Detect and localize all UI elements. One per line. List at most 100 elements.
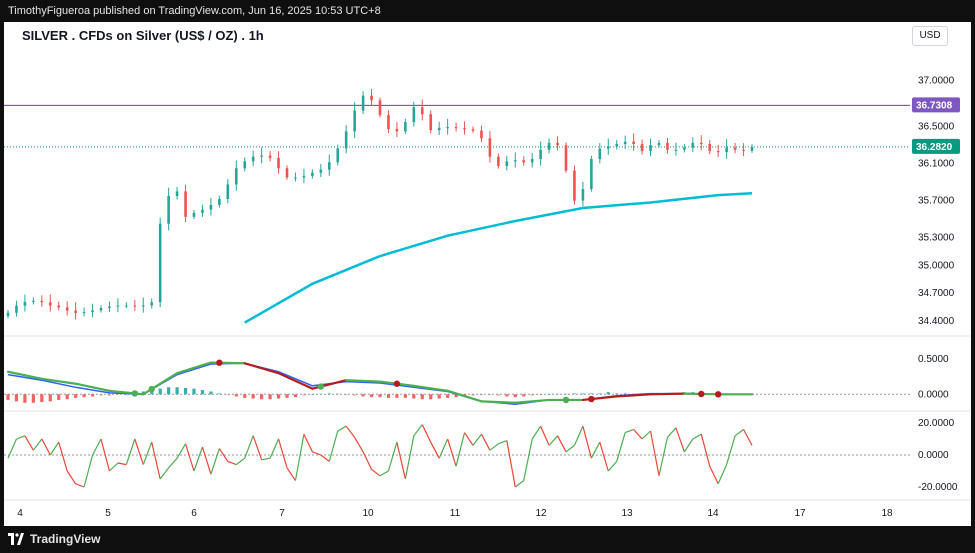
macd-histogram-bar [496, 394, 500, 396]
candle-body [564, 145, 568, 171]
candle [632, 133, 635, 151]
candle [590, 155, 593, 192]
oscillator-line-segment [717, 464, 728, 485]
macd-tick-label: 0.0000 [918, 389, 949, 400]
macd-histogram-bar [471, 394, 475, 396]
time-tick-label: 14 [707, 508, 719, 519]
oscillator-line-segment [548, 435, 558, 446]
candle [74, 302, 77, 320]
oscillator-line-segment [565, 444, 575, 453]
oscillator-line-segment [303, 433, 313, 453]
oscillator-line-segment [261, 457, 271, 461]
oscillator-line-segment [210, 448, 220, 475]
candle [226, 178, 230, 204]
candle-body [480, 130, 483, 139]
candle [40, 295, 44, 307]
macd-histogram-bar [124, 394, 128, 396]
candle [175, 186, 179, 200]
macd-histogram-bar [547, 394, 551, 396]
oscillator-line-segment [269, 438, 280, 459]
macd-histogram-bar [99, 394, 103, 396]
oscillator-line-segment [590, 441, 601, 459]
currency-selector[interactable]: USD [912, 26, 948, 46]
candle [649, 138, 652, 157]
candle [6, 309, 10, 319]
oscillator-line-segment [252, 435, 263, 460]
macd-bullish-cross-dot [131, 390, 139, 397]
macd-line-segment [615, 393, 652, 398]
candle-body [539, 149, 542, 160]
symbol-title: SILVER . CFDs on Silver (US$ / OZ) . 1h [22, 28, 264, 43]
price-tick-label: 34.4000 [918, 316, 955, 327]
oscillator-line-segment [193, 446, 204, 472]
candle [733, 143, 737, 154]
oscillator-line-segment [168, 457, 178, 469]
oscillator-line-segment [218, 448, 229, 462]
macd-histogram-bar [429, 394, 433, 400]
oscillator-line-segment [58, 442, 68, 472]
oscillator-line-segment [396, 442, 406, 480]
oscillator-line-segment [649, 430, 660, 476]
oscillator-line-segment [32, 438, 43, 451]
macd-line-segment [345, 379, 382, 383]
time-tick-label: 13 [621, 508, 633, 519]
candle-body [91, 310, 94, 312]
candle [23, 294, 27, 312]
oscillator-line-segment [683, 438, 694, 453]
oscillator-line-segment [159, 467, 170, 480]
candle [513, 152, 517, 168]
oscillator-line-segment [557, 435, 567, 453]
macd-histogram-bar [606, 392, 610, 395]
macd-line-segment [175, 361, 213, 375]
macd-line-segment [40, 377, 77, 385]
macd-histogram-bar [6, 394, 10, 400]
candle [742, 143, 745, 157]
candle [581, 181, 585, 207]
candle [32, 297, 35, 305]
macd-line-segment [446, 389, 483, 403]
candle-body [750, 147, 754, 151]
candle [606, 138, 610, 155]
candle-body [344, 131, 348, 149]
oscillator-line-segment [92, 438, 102, 456]
macd-histogram-bar [293, 394, 298, 398]
candle-body [632, 141, 635, 145]
price-tick-label: 36.5000 [918, 122, 955, 133]
macd-bearish-cross-dot [393, 380, 401, 387]
macd-histogram-bar [361, 394, 365, 397]
macd-histogram-bar [74, 394, 78, 398]
candle [750, 144, 754, 153]
candle-body [285, 168, 289, 178]
candle [429, 110, 433, 134]
oscillator-line-segment [371, 468, 381, 477]
oscillator-line-segment [480, 433, 491, 451]
oscillator-line-segment [134, 438, 144, 465]
publication-caption: TimothyFigueroa published on TradingView… [8, 5, 381, 17]
candle [99, 305, 103, 313]
candle [167, 187, 170, 231]
macd-histogram-bar [488, 394, 492, 396]
macd-histogram-bar [412, 394, 416, 399]
macd-histogram-bar [90, 394, 95, 397]
candle-body [420, 107, 424, 115]
oscillator-line-segment [379, 470, 389, 477]
candle [141, 297, 145, 313]
oscillator-line-segment [607, 461, 618, 472]
macd-histogram-bar [319, 393, 323, 395]
time-tick-label: 10 [362, 508, 374, 519]
oscillator-line-segment [286, 467, 296, 481]
candle [666, 137, 669, 154]
candle [268, 151, 272, 162]
macd-histogram-bar [623, 392, 627, 395]
candle-body [463, 128, 466, 130]
candle [150, 298, 154, 309]
oscillator-line-segment [455, 432, 466, 467]
macd-histogram-bar [572, 392, 577, 395]
candle-body [133, 305, 137, 307]
candle [615, 140, 619, 150]
oscillator-line-segment [734, 428, 744, 437]
oscillator-line-segment [49, 441, 60, 456]
candle-body [23, 301, 27, 306]
candle [547, 138, 551, 154]
